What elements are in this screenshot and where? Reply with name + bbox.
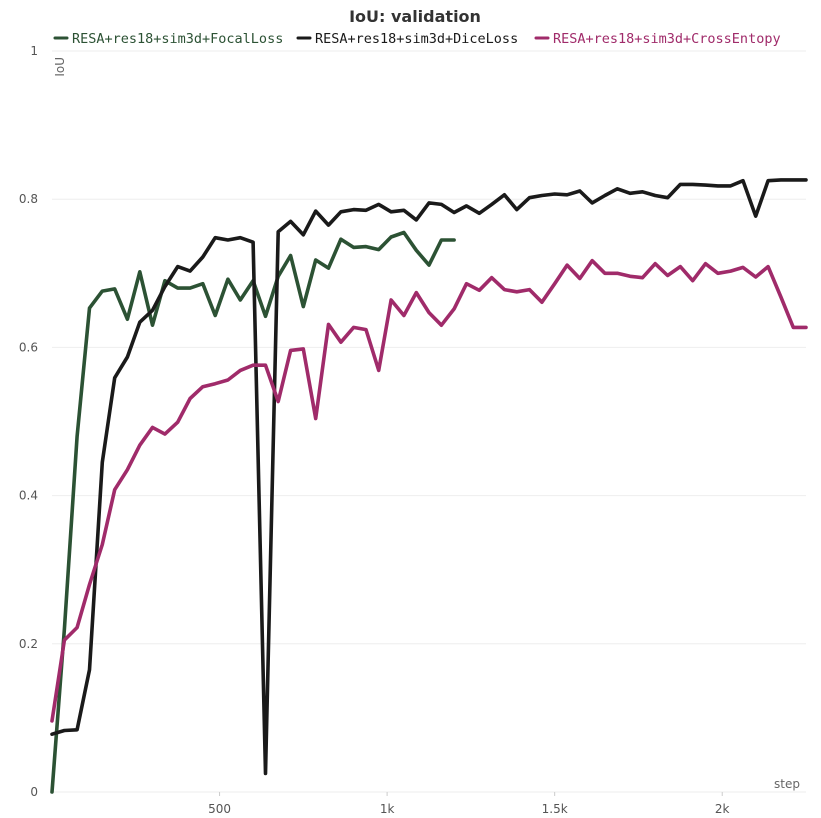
x-tick-label: 500 (208, 802, 231, 816)
y-tick-label: 1 (30, 44, 38, 58)
legend-label: RESA+res18+sim3d+CrossEntopy (553, 31, 781, 47)
x-axis-label: step (774, 777, 800, 791)
series-line-2 (50, 178, 808, 776)
series-lines (50, 178, 808, 794)
y-axis-label: IoU (53, 57, 67, 77)
y-axis-ticks: 0 0.2 0.4 0.6 0.8 1 (19, 44, 38, 799)
x-tick-label: 1.5k (542, 802, 568, 816)
x-axis-ticks: 500 1k 1.5k 2k (208, 792, 730, 816)
y-tick-label: 0.4 (19, 489, 38, 503)
chart-title: IoU: validation (349, 7, 481, 26)
legend-label: RESA+res18+sim3d+DiceLoss (315, 31, 518, 47)
legend-label: RESA+res18+sim3d+FocalLoss (72, 31, 283, 47)
grid-lines (52, 50, 806, 793)
legend-item-1[interactable]: RESA+res18+sim3d+FocalLoss (53, 31, 283, 47)
series-line-3 (50, 258, 808, 723)
y-tick-label: 0.8 (19, 192, 38, 206)
legend-item-2[interactable]: RESA+res18+sim3d+DiceLoss (296, 31, 518, 47)
chart-legend[interactable]: RESA+res18+sim3d+FocalLoss RESA+res18+sim… (53, 31, 781, 47)
y-tick-label: 0.2 (19, 637, 38, 651)
x-tick-label: 1k (380, 802, 395, 816)
x-tick-label: 2k (715, 802, 730, 816)
legend-item-3[interactable]: RESA+res18+sim3d+CrossEntopy (534, 31, 781, 47)
y-tick-label: 0 (30, 785, 38, 799)
y-tick-label: 0.6 (19, 340, 38, 354)
